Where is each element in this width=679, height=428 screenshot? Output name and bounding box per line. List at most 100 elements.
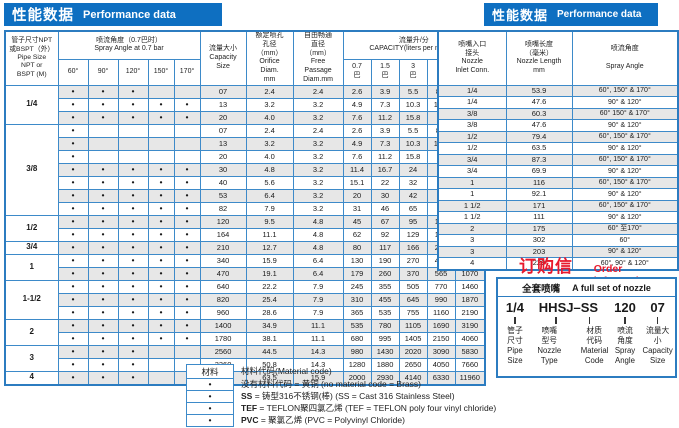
- table-row: 3/4 69.9 90° & 120°: [437, 165, 679, 178]
- inlet-conn-cell: 3: [437, 245, 507, 258]
- free-passage-cell: 2.4: [292, 84, 344, 99]
- free-passage-cell: 3.2: [292, 201, 344, 216]
- angle-dot-cell: •: [57, 149, 89, 164]
- right-title-en: Performance data: [557, 9, 642, 20]
- angle-dot-cell: •: [87, 201, 119, 216]
- capacity-3-cell: 42: [398, 188, 428, 203]
- angle-dot-cell: •: [87, 318, 119, 333]
- capacity-07-cell: 2.6: [342, 84, 372, 99]
- angle-dot-cell: •: [147, 292, 175, 307]
- table-row: 1/2 79.4 60°, 150° & 170°: [437, 130, 679, 143]
- angle-dot-cell: •: [87, 188, 119, 203]
- free-passage-cell: 14.3: [292, 357, 344, 372]
- free-passage-cell: 2.4: [292, 123, 344, 138]
- table-row: 3 302 60°: [437, 234, 679, 247]
- angle-empty-cell: [147, 123, 175, 138]
- orifice-cell: 22.2: [245, 279, 294, 294]
- material-code: SS: [241, 391, 253, 401]
- table-row: • • • • • 820 25.4 7.9 310 455 645 990 1870: [5, 292, 486, 307]
- angle-dot-cell: •: [147, 266, 175, 281]
- capacity-07-cell: 980: [342, 344, 372, 359]
- right-title-bar: 性能数据 Performance data: [484, 3, 658, 26]
- table-row: • • • • • 960 28.6 7.9 365 535 755 1160 2190: [5, 305, 486, 320]
- table-row: •: [186, 402, 234, 415]
- inlet-conn-cell: 1 1/2: [437, 211, 507, 224]
- performance-table-right: 喷嘴入口 接头 Nozzle Inlet Conn. 喷嘴长度 （毫米） Noz…: [437, 30, 679, 271]
- free-passage-cell: 11.1: [292, 331, 344, 346]
- capacity-07-cell: 11.4: [342, 162, 372, 177]
- capacity-15-cell: 455: [370, 292, 400, 307]
- order-part-label: 喷流 角度 Spray Angle: [614, 326, 636, 365]
- tick-line: [555, 317, 557, 324]
- nozzle-length-cell: 92.1: [505, 188, 573, 201]
- angle-dot-cell: •: [147, 201, 175, 216]
- orifice-cell: 63.5: [245, 370, 294, 385]
- angle-dot-cell: •: [87, 214, 119, 229]
- angle-60-header: 60°: [57, 58, 89, 86]
- free-passage-cell: 6.4: [292, 266, 344, 281]
- capacity-15-cell: 2930: [370, 370, 400, 385]
- capacity-15-cell: 1880: [370, 357, 400, 372]
- angle-empty-cell: [87, 136, 119, 151]
- capacity-size-cell: 960: [199, 305, 247, 320]
- table-row: •••••536.43.220304264121: [5, 188, 486, 203]
- spray-angle-cell: 60°, 150° & 170°: [571, 130, 679, 143]
- tick-line: [588, 317, 591, 324]
- capacity-7-cell: 6330: [426, 370, 456, 385]
- angle-dot-cell: •: [117, 344, 149, 359]
- table-row: 1/4 53.9 60°, 150° & 170°: [437, 84, 679, 97]
- material-code-line: TEF = TEFLON聚四氯乙烯 (TEF = TEFLON poly fou…: [241, 403, 497, 413]
- order-code-part: 1/4 管子 尺寸 Pipe Size: [502, 300, 528, 366]
- order-part-label: 管子 尺寸 Pipe Size: [507, 326, 523, 365]
- angle-dot-cell: •: [57, 214, 89, 229]
- angle-dot-cell: •: [87, 97, 119, 112]
- angle-dot-cell: •: [117, 279, 149, 294]
- capacity-size-cell: 20: [199, 110, 247, 125]
- angle-dot-cell: •: [57, 305, 89, 320]
- material-bullet-cell: •: [186, 402, 234, 415]
- angle-90-header: 90°: [87, 58, 119, 86]
- orifice-cell: 12.7: [245, 240, 294, 255]
- capacity-25-cell: 5830: [454, 344, 486, 359]
- material-code-lines: 材料代码(Material code) 没有材料代码 = 黄铜 (no mate…: [241, 364, 496, 426]
- angle-dot-cell: •: [57, 175, 89, 190]
- angle-dot-cell: •: [117, 162, 149, 177]
- table-row: •133.23.24.97.310.315.730: [5, 136, 486, 151]
- pipe-size-cell: 1: [4, 253, 59, 281]
- angle-dot-cell: •: [173, 97, 201, 112]
- angle-dot-cell: •: [57, 292, 89, 307]
- capacity-07-cell: 20: [342, 188, 372, 203]
- capacity-size-cell: 1400: [199, 318, 247, 333]
- capacity-07-cell: 80: [342, 240, 372, 255]
- capacity-07-cell: 130: [342, 253, 372, 268]
- angle-dot-cell: •: [87, 227, 119, 242]
- capacity-07-cell: 179: [342, 266, 372, 281]
- order-code-segment: SS: [580, 300, 599, 315]
- material-code-line: PVC = 聚氯乙烯 (PVC = Polyvinyl Chloride): [241, 415, 405, 425]
- inlet-conn-header: 喷嘴入口 接头 Nozzle Inlet Conn.: [437, 30, 507, 86]
- capacity-15-cell: 46: [370, 201, 400, 216]
- order-code-segment: 07: [650, 300, 665, 315]
- capacity-15-cell: 11.2: [370, 110, 400, 125]
- table-row: 3 • • • 2560 44.5 14.3 980 1430 2020 3090 5830: [4, 344, 486, 372]
- capacity-07-cell: 2.6: [342, 123, 372, 138]
- orifice-cell: 4.0: [245, 149, 294, 164]
- nozzle-length-cell: 229: [505, 257, 573, 270]
- nozzle-length-cell: 171: [505, 199, 573, 212]
- angle-dot-cell: •: [173, 214, 201, 229]
- spray-angle-cell: 60°, 90° & 120°: [571, 257, 679, 270]
- angle-dot-cell: •: [57, 201, 89, 216]
- order-info-box: 全套喷嘴 A full set of nozzle 1/4 管子 尺寸 Pipe …: [496, 277, 677, 378]
- free-passage-cell: 7.9: [292, 305, 344, 320]
- angle-150-header: 150°: [147, 58, 175, 86]
- table-row: 1/2 63.5 90° & 120°: [437, 142, 679, 155]
- pipe-size-cell: 4: [4, 370, 59, 385]
- table-row: •••••405.63.215.122324891: [5, 175, 486, 190]
- angle-dot-cell: •: [117, 357, 149, 372]
- order-part-label: 喷嘴 型号 Nozzle Type: [537, 326, 562, 365]
- angle-dot-cell: •: [173, 266, 201, 281]
- capacity-25-cell: 1460: [454, 279, 486, 294]
- angle-dot-cell: •: [147, 214, 175, 229]
